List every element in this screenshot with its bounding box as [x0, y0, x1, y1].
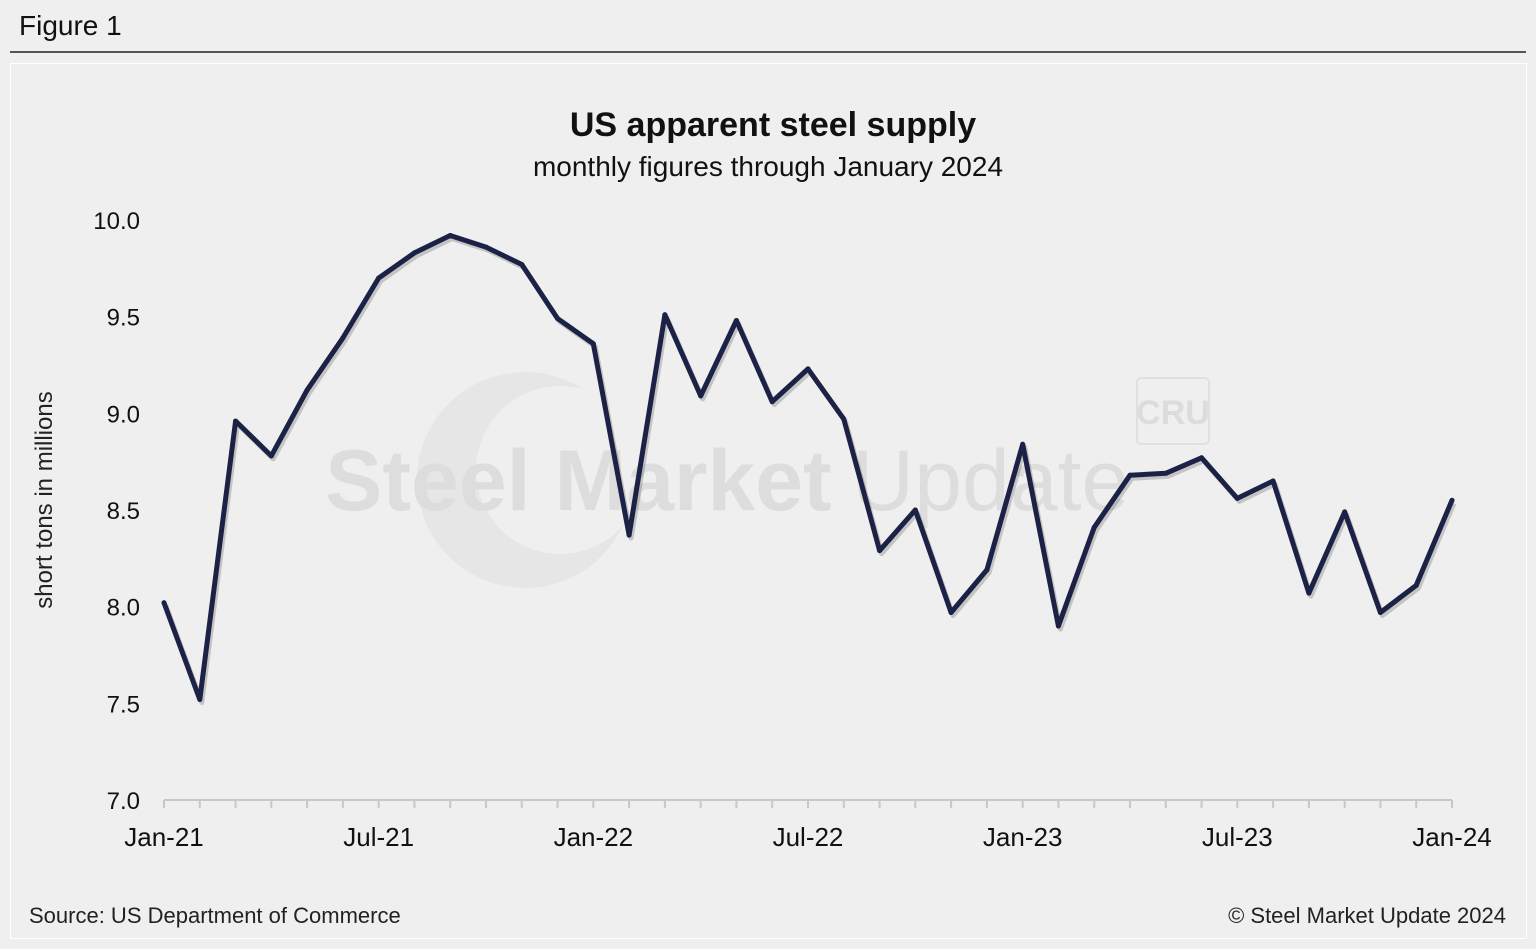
- data-point: [376, 275, 382, 281]
- chart-subtitle: monthly figures through January 2024: [533, 151, 1003, 182]
- x-tick-label: Jan-22: [554, 822, 634, 852]
- data-point: [447, 232, 453, 238]
- data-point: [1127, 472, 1133, 478]
- x-tick-label: Jul-22: [773, 822, 844, 852]
- x-tick-label: Jul-23: [1202, 822, 1273, 852]
- data-point: [304, 387, 310, 393]
- data-point: [197, 696, 203, 702]
- y-tick-label: 7.0: [107, 788, 140, 815]
- data-point: [912, 507, 918, 513]
- figure-label: Figure 1: [19, 10, 122, 41]
- data-point: [590, 341, 596, 347]
- data-point: [555, 316, 561, 322]
- data-point: [483, 244, 489, 250]
- data-point: [1234, 495, 1240, 501]
- copyright-note: © Steel Market Update 2024: [1228, 903, 1506, 928]
- data-point: [1020, 441, 1026, 447]
- watermark-badge-box: [1136, 377, 1210, 445]
- chart-panel: [10, 63, 1527, 939]
- data-point: [626, 532, 632, 538]
- data-point: [1091, 524, 1097, 530]
- y-tick-label: 9.5: [107, 305, 140, 332]
- watermark-logo-cutout: [476, 386, 644, 554]
- header-divider: [10, 51, 1526, 53]
- data-point: [1199, 455, 1205, 461]
- data-point: [1306, 590, 1312, 596]
- data-point: [1342, 509, 1348, 515]
- data-point: [1413, 582, 1419, 588]
- x-tick-label: Jan-23: [983, 822, 1063, 852]
- data-point: [1377, 609, 1383, 615]
- y-tick-label: 9.0: [107, 401, 140, 428]
- y-axis-ticks: 7.0 7.5 8.0 8.5 9.0 9.5 10.0: [93, 208, 140, 815]
- data-point: [1163, 470, 1169, 476]
- data-point: [841, 416, 847, 422]
- watermark-text-secondary: Update: [852, 433, 1129, 529]
- x-tick-label: Jan-21: [124, 822, 204, 852]
- y-axis-label: short tons in millions: [31, 391, 58, 608]
- data-point: [769, 399, 775, 405]
- watermark-badge-text: CRU: [1136, 394, 1210, 432]
- data-point: [233, 418, 239, 424]
- data-point: [984, 567, 990, 573]
- data-series: [161, 232, 1457, 705]
- y-tick-label: 8.0: [107, 595, 140, 622]
- x-tick-label: Jan-24: [1412, 822, 1492, 852]
- data-point: [1055, 623, 1061, 629]
- y-tick-label: 10.0: [93, 208, 140, 235]
- chart-title: US apparent steel supply: [570, 106, 976, 144]
- x-tick-label: Jul-21: [343, 822, 414, 852]
- watermark: Steel Market Update CRU: [325, 372, 1210, 588]
- x-axis: Jan-21 Jul-21 Jan-22 Jul-22 Jan-23 Jul-23 Jan-…: [124, 799, 1492, 852]
- data-point: [268, 453, 274, 459]
- data-point: [161, 600, 167, 606]
- data-point: [698, 393, 704, 399]
- data-point: [877, 548, 883, 554]
- data-point: [805, 366, 811, 372]
- data-point: [519, 261, 525, 267]
- watermark-text-main: Steel Market: [325, 433, 832, 529]
- y-tick-label: 8.5: [107, 498, 140, 525]
- data-point: [948, 609, 954, 615]
- data-point: [1449, 497, 1455, 503]
- data-point: [733, 318, 739, 324]
- data-point: [411, 250, 417, 256]
- data-point: [662, 312, 668, 318]
- data-point: [1270, 478, 1276, 484]
- data-point: [340, 335, 346, 341]
- source-note: Source: US Department of Commerce: [29, 903, 401, 928]
- y-tick-label: 7.5: [107, 691, 140, 718]
